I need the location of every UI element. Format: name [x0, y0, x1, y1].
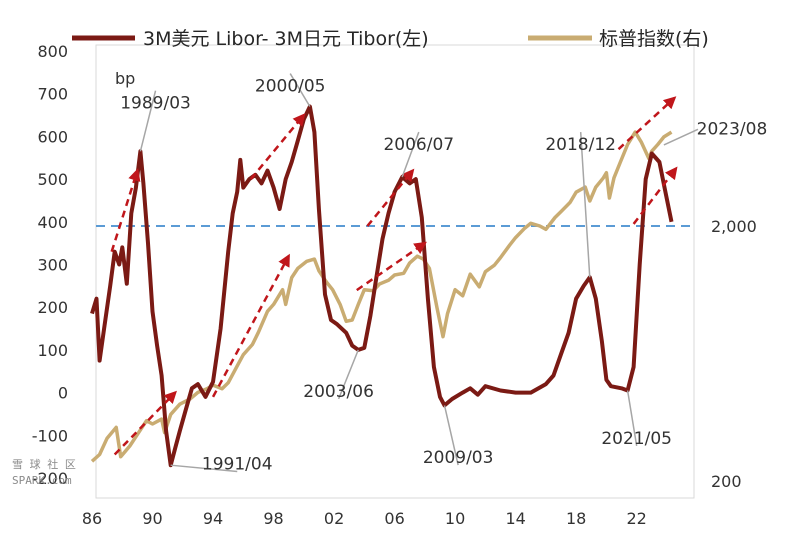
y-left-tick-7: 100: [37, 341, 68, 360]
x-tick-4: 02: [324, 509, 344, 528]
legend-label-spread: 3M美元 Libor- 3M日元 Tibor(左): [143, 28, 429, 50]
y-left-tick-5: 300: [37, 256, 68, 275]
annotation-label-3: 2018/12: [545, 135, 616, 155]
x-ticks: 86 90 94 98 02 06 10 14 18 22: [82, 509, 647, 528]
y-left-tick-10: -200: [32, 469, 68, 488]
trend-arrow-6: [617, 96, 677, 151]
annotation-leader-4: [663, 128, 699, 146]
trend-arrow-0: [110, 168, 141, 253]
annotation-leader-2: [401, 131, 420, 178]
legend-label-sp500: 标普指数(右): [599, 28, 709, 50]
annotation-label-6: 2003/06: [303, 382, 374, 402]
y-left-tick-4: 400: [37, 213, 68, 232]
annotations: 1989/03 2000/05 2006/07 2018/12 2023/08 1991/…: [120, 73, 768, 474]
series-line-sp500: [90, 130, 673, 463]
x-tick-3: 98: [263, 509, 283, 528]
y-left-ticks: 800 700 600 500 400 300 200 100 0 -100 -200: [32, 42, 68, 488]
plot-area: [95, 44, 695, 499]
annotation-label-5: 1991/04: [202, 454, 273, 474]
x-tick-8: 18: [566, 509, 586, 528]
x-tick-7: 14: [505, 509, 525, 528]
y-right-label-2000: 2,000: [711, 217, 757, 236]
x-tick-9: 22: [626, 509, 646, 528]
x-tick-6: 10: [445, 509, 465, 528]
y-left-tick-9: -100: [32, 426, 68, 445]
y-left-tick-8: 0: [58, 384, 68, 403]
x-tick-1: 90: [142, 509, 162, 528]
annotation-label-1: 2000/05: [255, 77, 326, 97]
annotation-leader-1: [289, 73, 311, 107]
y-left-tick-6: 200: [37, 298, 68, 317]
y-left-unit-label: bp: [115, 69, 135, 88]
watermark-line2: SPARK.com: [12, 474, 72, 487]
x-tick-5: 06: [384, 509, 404, 528]
annotation-label-0: 1989/03: [120, 94, 191, 114]
trend-arrow-4: [211, 253, 290, 398]
x-tick-0: 86: [82, 509, 102, 528]
watermark-line1: 雪 球 社 区: [12, 457, 76, 471]
y-left-tick-0: 800: [37, 42, 68, 61]
annotation-leader-5: [170, 464, 238, 473]
series-layer: [90, 104, 674, 468]
y-left-tick-1: 700: [37, 85, 68, 104]
annotation-leader-7: [443, 405, 459, 466]
y-right-label-200: 200: [711, 472, 742, 491]
series-line-spread: [90, 104, 674, 468]
annotation-leader-0: [139, 90, 157, 152]
trend-arrows: [110, 96, 678, 456]
y-left-tick-2: 600: [37, 127, 68, 146]
legend: 3M美元 Libor- 3M日元 Tibor(左) 标普指数(右): [72, 28, 709, 50]
annotation-leader-6: [337, 349, 359, 400]
x-tick-2: 94: [203, 509, 223, 528]
y-left-tick-3: 500: [37, 170, 68, 189]
annotation-label-4: 2023/08: [697, 119, 768, 139]
annotation-leader-8: [626, 390, 638, 446]
annotation-label-2: 2006/07: [383, 135, 454, 155]
trend-arrow-3: [113, 390, 177, 456]
trend-arrow-2: [366, 168, 415, 227]
trend-arrow-1: [249, 113, 306, 180]
trend-arrow-5: [356, 241, 427, 292]
annotation-label-7: 2009/03: [423, 448, 494, 468]
watermark: 雪 球 社 区 SPARK.com: [12, 457, 76, 487]
annotation-label-8: 2021/05: [601, 429, 672, 449]
annotation-leader-3: [579, 132, 591, 278]
